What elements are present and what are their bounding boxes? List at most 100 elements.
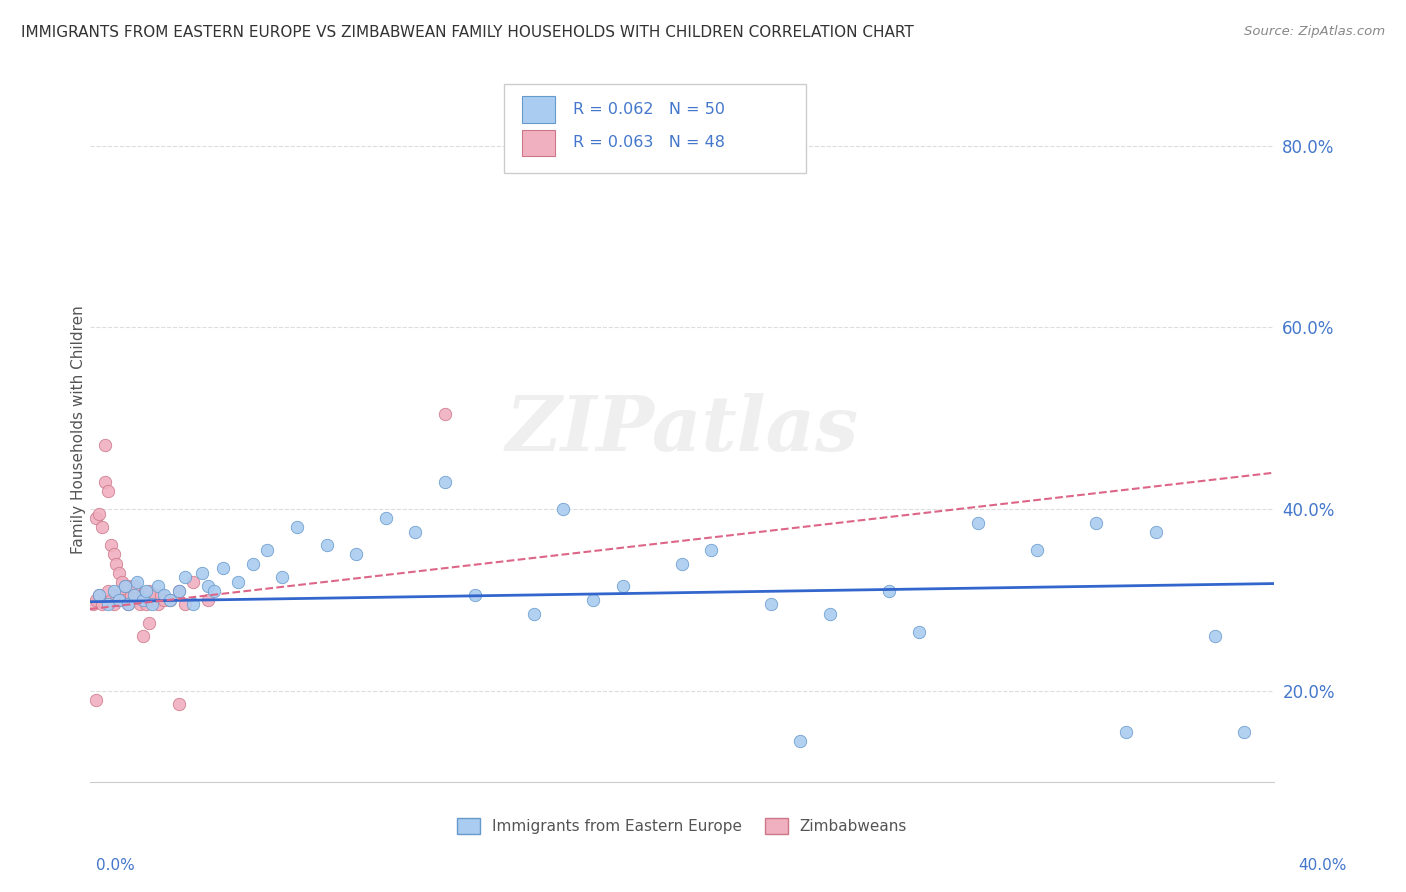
FancyBboxPatch shape <box>522 96 555 123</box>
Point <box>141 598 163 612</box>
Point <box>111 574 134 589</box>
Point <box>553 502 575 516</box>
Point <box>97 598 120 612</box>
Point <box>143 588 166 602</box>
Text: 0.0%: 0.0% <box>96 858 135 872</box>
Point <box>84 511 107 525</box>
Point <box>197 579 219 593</box>
Point <box>97 483 120 498</box>
Text: R = 0.063   N = 48: R = 0.063 N = 48 <box>574 136 725 151</box>
Point <box>523 607 546 621</box>
Point <box>127 574 149 589</box>
Point <box>374 511 396 525</box>
Point <box>103 548 125 562</box>
Point <box>108 593 131 607</box>
Point <box>100 593 122 607</box>
Point <box>132 588 155 602</box>
Point <box>141 593 163 607</box>
Point <box>202 583 225 598</box>
Point <box>700 543 723 558</box>
Point <box>135 583 157 598</box>
Point <box>173 570 195 584</box>
Point <box>907 624 929 639</box>
Point <box>135 598 157 612</box>
Point <box>129 598 152 612</box>
Point <box>434 407 457 421</box>
Point <box>1026 543 1049 558</box>
Point <box>117 579 139 593</box>
Point <box>1085 516 1108 530</box>
Point <box>582 593 605 607</box>
Text: ZIPatlas: ZIPatlas <box>505 392 859 467</box>
Point <box>108 593 131 607</box>
Point <box>105 557 128 571</box>
Point <box>789 733 811 747</box>
Point <box>256 543 278 558</box>
Y-axis label: Family Households with Children: Family Households with Children <box>72 305 86 554</box>
Point <box>87 507 110 521</box>
Point <box>183 574 205 589</box>
Point <box>132 629 155 643</box>
Point <box>404 524 426 539</box>
Point <box>464 588 486 602</box>
Point <box>93 438 115 452</box>
Point <box>285 520 308 534</box>
Point <box>1115 724 1137 739</box>
Point <box>84 593 107 607</box>
Point <box>105 588 128 602</box>
Point <box>159 593 181 607</box>
Point <box>87 588 110 602</box>
Point <box>167 583 190 598</box>
FancyBboxPatch shape <box>522 129 555 156</box>
Point <box>226 574 249 589</box>
Point <box>212 561 235 575</box>
Point <box>1144 524 1167 539</box>
Point <box>114 579 136 593</box>
Point <box>1204 629 1226 643</box>
Point <box>197 593 219 607</box>
Point <box>671 557 693 571</box>
Point <box>103 583 125 598</box>
Point <box>434 475 457 489</box>
Point <box>127 583 149 598</box>
Point <box>138 615 160 630</box>
Point <box>120 588 142 602</box>
Point <box>87 588 110 602</box>
Point <box>90 598 112 612</box>
Point <box>146 598 169 612</box>
Point <box>103 598 125 612</box>
Point <box>132 593 155 607</box>
Point <box>108 566 131 580</box>
Point <box>122 593 145 607</box>
Point <box>117 598 139 612</box>
Text: IMMIGRANTS FROM EASTERN EUROPE VS ZIMBABWEAN FAMILY HOUSEHOLDS WITH CHILDREN COR: IMMIGRANTS FROM EASTERN EUROPE VS ZIMBAB… <box>21 25 914 40</box>
Point <box>242 557 264 571</box>
Point <box>82 598 104 612</box>
Point <box>344 548 367 562</box>
Point <box>122 588 145 602</box>
Point <box>153 588 176 602</box>
Point <box>818 607 841 621</box>
Point <box>84 693 107 707</box>
Point <box>97 583 120 598</box>
Point <box>967 516 990 530</box>
Point <box>759 598 782 612</box>
Point <box>612 579 634 593</box>
Text: R = 0.062   N = 50: R = 0.062 N = 50 <box>574 103 725 118</box>
Legend: Immigrants from Eastern Europe, Zimbabweans: Immigrants from Eastern Europe, Zimbabwe… <box>457 818 907 834</box>
Point <box>183 598 205 612</box>
Point <box>100 538 122 552</box>
Point <box>111 583 134 598</box>
Point <box>117 598 139 612</box>
Text: 40.0%: 40.0% <box>1299 858 1347 872</box>
Point <box>191 566 214 580</box>
Point <box>146 579 169 593</box>
Point <box>153 593 176 607</box>
Point <box>173 598 195 612</box>
FancyBboxPatch shape <box>505 85 806 172</box>
Point <box>114 579 136 593</box>
Point <box>138 583 160 598</box>
Point <box>167 698 190 712</box>
Point <box>877 583 900 598</box>
Point <box>1233 724 1256 739</box>
